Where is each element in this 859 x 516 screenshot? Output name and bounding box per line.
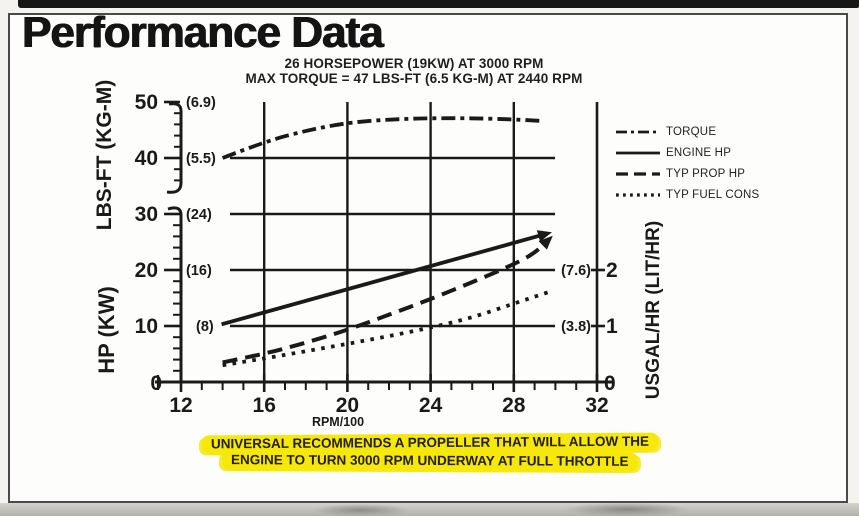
left-axis-bottom-label: HP (KW) [94,286,119,374]
left-axis-top-label: LBS-FT (KG-M) [93,80,116,230]
x-tick-label: 24 [419,394,443,417]
right-tick-label: 0 [604,372,616,395]
left-tick-paren-label: (24) [186,207,212,223]
content-box [8,13,848,503]
series-torque [221,116,544,160]
right-tick-paren-label: (3.8) [561,319,591,335]
legend-item: TYP FUEL CONS [615,184,759,205]
legend-dash-line-icon [616,171,660,176]
chart-legend: TORQUE ENGINE HP TYP PROP HP TYP FUEL CONS [615,121,759,205]
legend-dashdot-line-icon [616,130,660,133]
right-tick-paren-label: (7.6) [561,263,591,279]
legend-solid-line-icon [616,151,660,154]
left-tick-label: 10 [135,315,158,338]
legend-label: ENGINE HP [666,146,732,159]
left-tick-paren-label: (8) [196,319,214,335]
x-tick-label: 12 [169,394,192,417]
x-tick-label: 28 [502,394,526,417]
scan-artifact-top [18,0,859,8]
legend-label: TYP FUEL CONS [666,188,760,201]
left-tick-label: 50 [135,91,158,114]
left-tick-paren-label: (16) [186,263,212,279]
left-tick-label: 40 [135,147,158,170]
left-tick-paren-label: (6.9) [186,95,216,111]
left-tick-label: 20 [135,259,158,282]
series-typ-prop-hp [222,235,553,365]
legend-item: TYP PROP HP [615,163,759,184]
x-tick-label: 20 [336,394,359,417]
chart-subtitle: MAX TORQUE = 47 LBS-FT (6.5 KG-M) AT 244… [245,70,583,86]
right-tick-label: 1 [606,315,618,338]
chart-header: 26 HORSEPOWER (19KW) AT 3000 RPM MAX TOR… [0,56,828,86]
highlighted-note: UNIVERSAL RECOMMENDS A PROPELLER THAT WI… [0,432,859,471]
torque-axis-segment [166,102,183,194]
scan-artifact-bottom [0,503,859,516]
right-axis-label: USGAL/HR (LIT/HR) [643,221,664,399]
note-line-2: ENGINE TO TURN 3000 RPM UNDERWAY AT FULL… [221,451,638,471]
series-typ-fuel-cons [222,289,552,368]
left-tick-paren-label: (5.5) [186,151,216,167]
page-title: Performance Data [22,8,384,57]
legend-dot-line-icon [616,192,660,197]
legend-label: TYP PROP HP [666,167,746,180]
note-line-1: UNIVERSAL RECOMMENDS A PROPELLER THAT WI… [201,432,658,454]
legend-item: ENGINE HP [615,142,759,163]
left-tick-label: 30 [135,203,158,226]
legend-label: TORQUE [666,125,717,138]
x-tick-label: 32 [585,394,608,417]
series-engine-hp [221,230,552,327]
hp-axis-segment [167,206,183,382]
left-tick-label: 0 [150,372,162,395]
right-tick-label: 2 [606,259,618,282]
x-axis-label: RPM/100 [312,415,364,429]
chart-title: 26 HORSEPOWER (19KW) AT 3000 RPM [284,56,544,71]
x-tick-label: 16 [253,394,276,417]
legend-item: TORQUE [615,121,759,142]
